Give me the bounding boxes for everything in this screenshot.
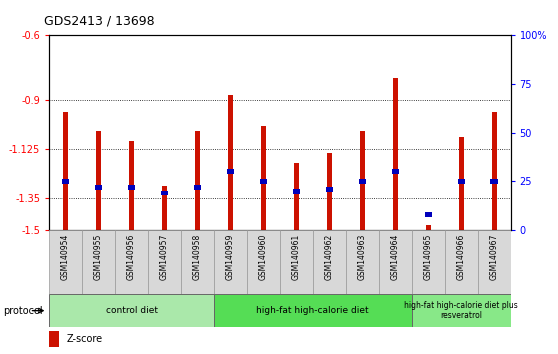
Bar [425,212,432,217]
FancyBboxPatch shape [313,230,346,294]
Bar [458,179,465,184]
FancyBboxPatch shape [412,295,511,327]
Bar [96,131,101,230]
Text: GDS2413 / 13698: GDS2413 / 13698 [44,14,154,27]
Text: high-fat high-calorie diet plus
resveratrol: high-fat high-calorie diet plus resverat… [404,301,518,320]
Bar [492,112,497,230]
Bar [360,131,365,230]
FancyBboxPatch shape [214,230,247,294]
FancyBboxPatch shape [379,230,412,294]
Text: GSM140959: GSM140959 [226,233,235,280]
Text: GSM140962: GSM140962 [325,233,334,280]
FancyBboxPatch shape [181,230,214,294]
FancyBboxPatch shape [346,230,379,294]
FancyBboxPatch shape [82,230,115,294]
Bar [194,185,201,190]
Bar [393,78,398,230]
Bar [459,137,464,230]
FancyBboxPatch shape [280,230,313,294]
Text: GSM140957: GSM140957 [160,233,169,280]
Bar [162,186,167,230]
Bar [129,141,134,230]
Bar [161,191,168,195]
Text: Z-score: Z-score [66,334,103,344]
Bar [62,179,69,184]
Text: GSM140963: GSM140963 [358,233,367,280]
Bar [261,126,266,230]
FancyBboxPatch shape [445,230,478,294]
Bar [63,112,68,230]
FancyBboxPatch shape [148,230,181,294]
FancyBboxPatch shape [49,295,214,327]
FancyBboxPatch shape [412,230,445,294]
Text: GSM140967: GSM140967 [489,233,499,280]
Bar [49,331,59,347]
Bar [392,169,399,174]
Bar [195,131,200,230]
Text: GSM140964: GSM140964 [391,233,400,280]
Bar [293,189,300,194]
Text: control diet: control diet [105,306,157,315]
FancyBboxPatch shape [49,230,82,294]
FancyBboxPatch shape [214,295,412,327]
Text: GSM140961: GSM140961 [292,233,301,280]
Text: GSM140956: GSM140956 [127,233,136,280]
Bar [490,179,498,184]
FancyBboxPatch shape [115,230,148,294]
Bar [359,179,366,184]
Text: GSM140955: GSM140955 [94,233,103,280]
Bar [327,153,332,230]
Text: GSM140958: GSM140958 [193,233,202,280]
Bar [128,185,135,190]
Bar [228,95,233,230]
Text: GSM140960: GSM140960 [259,233,268,280]
Bar [259,179,267,184]
Bar [294,163,299,230]
FancyBboxPatch shape [247,230,280,294]
Bar [326,187,333,192]
Text: GSM140966: GSM140966 [456,233,465,280]
Bar [227,169,234,174]
Text: GSM140954: GSM140954 [61,233,70,280]
Text: protocol: protocol [3,306,42,316]
Bar [95,185,102,190]
Text: GSM140965: GSM140965 [424,233,432,280]
Text: high-fat high-calorie diet: high-fat high-calorie diet [257,306,369,315]
FancyBboxPatch shape [478,230,511,294]
Bar [426,225,431,230]
